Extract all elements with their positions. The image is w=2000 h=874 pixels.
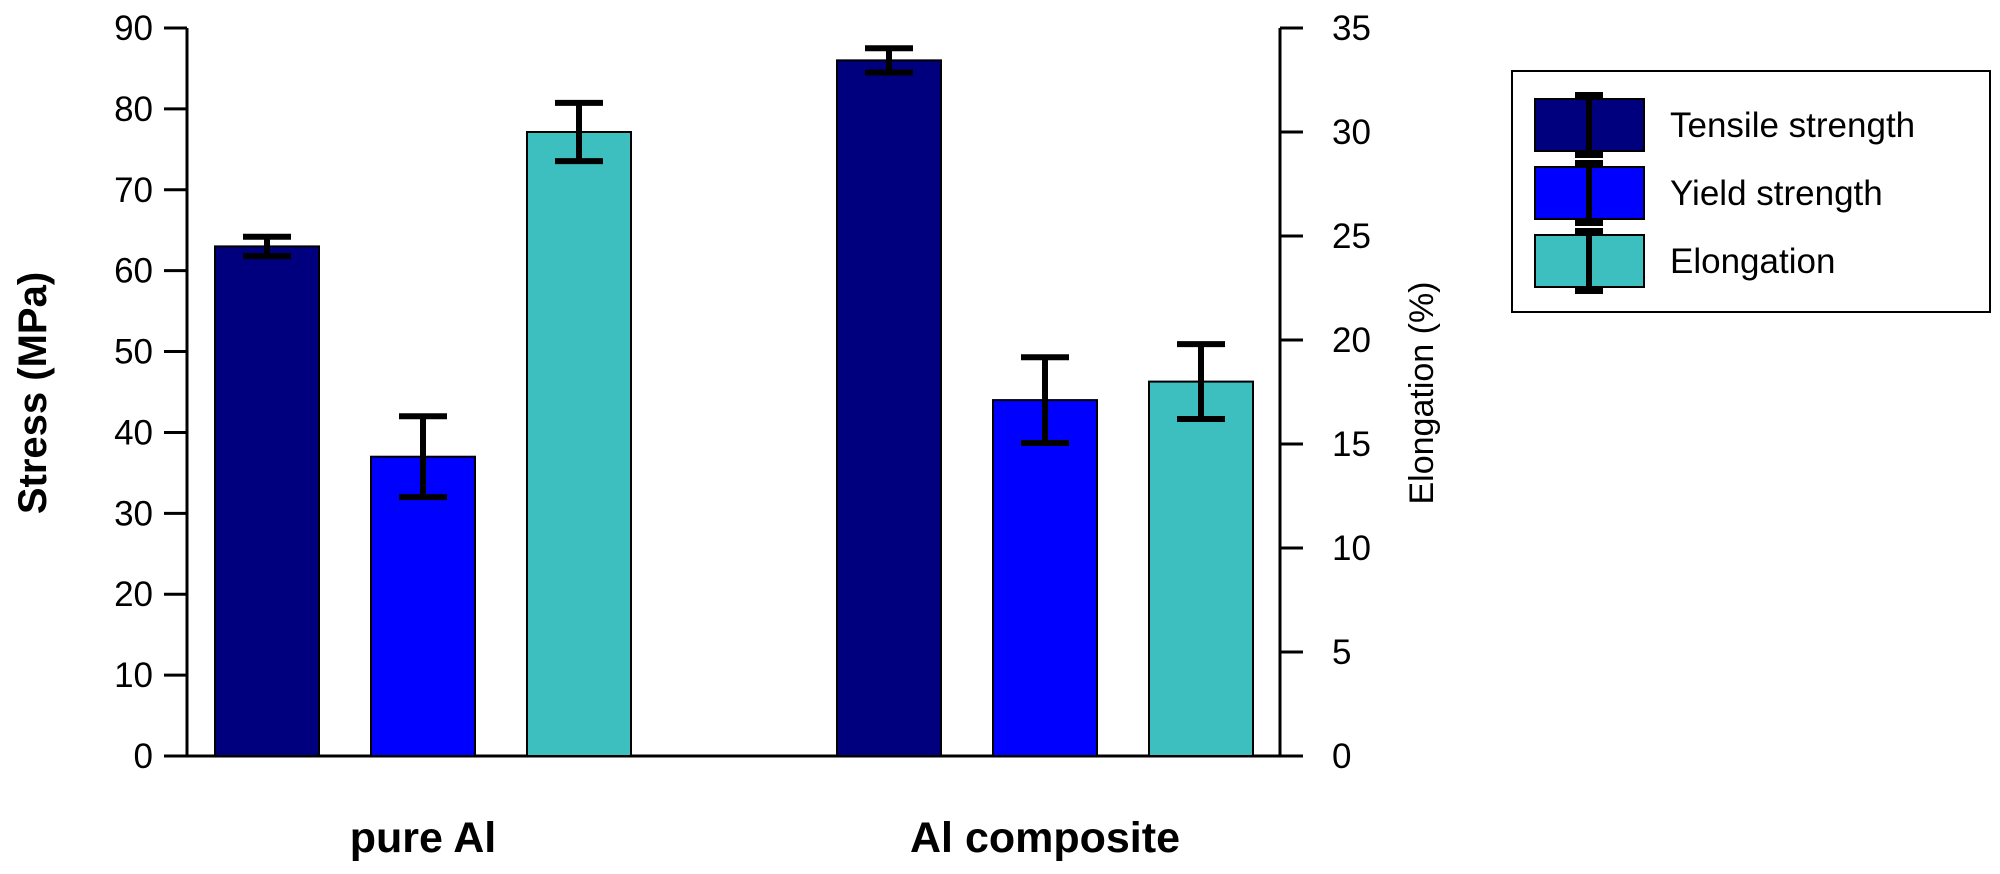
y-left-tick-label: 0 <box>134 737 153 776</box>
legend-label: Elongation <box>1670 242 1835 281</box>
legend-label: Yield strength <box>1670 174 1883 213</box>
y-right-tick-label: 30 <box>1332 113 1371 152</box>
y-left-tick-label: 40 <box>114 413 153 452</box>
bar <box>836 59 942 758</box>
chart-bars: pure Al Al composite <box>214 45 1254 862</box>
y-right-tick-label: 5 <box>1332 633 1351 672</box>
y-right-tick-label: 35 <box>1332 9 1371 48</box>
y-left-tick-label: 50 <box>114 333 153 372</box>
legend-label: Tensile strength <box>1670 106 1915 145</box>
y-right-tick-label: 25 <box>1332 217 1371 256</box>
bar <box>214 245 320 757</box>
y-right-tick-label: 20 <box>1332 321 1371 360</box>
bar <box>370 455 476 757</box>
y-right-tick-label: 10 <box>1332 529 1371 568</box>
y-left-tick-label: 90 <box>114 9 153 48</box>
y-left-tick-label: 30 <box>114 494 153 533</box>
y-left-tick-label: 70 <box>114 171 153 210</box>
chart-axes: 0 10 20 30 40 50 60 70 80 90 0 5 10 15 20 25 30 35 <box>114 9 1371 776</box>
y-left-tick-label: 10 <box>114 656 153 695</box>
y-left-tick-label: 60 <box>114 252 153 291</box>
y-axis-right-label: Elongation (%) <box>1403 281 1441 504</box>
bar <box>526 131 632 757</box>
bar <box>1148 380 1254 757</box>
y-right-tick-label: 15 <box>1332 425 1371 464</box>
bar <box>992 399 1098 757</box>
x-category-label: Al composite <box>910 814 1180 862</box>
y-axis-left-label: Stress (MPa) <box>11 272 55 514</box>
chart-labels: Stress (MPa) Elongation (%) <box>11 272 1441 514</box>
y-left-tick-label: 80 <box>114 90 153 129</box>
x-category-label: pure Al <box>350 814 497 862</box>
y-left-tick-label: 20 <box>114 575 153 614</box>
chart-legend: Tensile strength Yield strength Elongation <box>1511 70 1991 313</box>
y-right-tick-label: 0 <box>1332 737 1351 776</box>
